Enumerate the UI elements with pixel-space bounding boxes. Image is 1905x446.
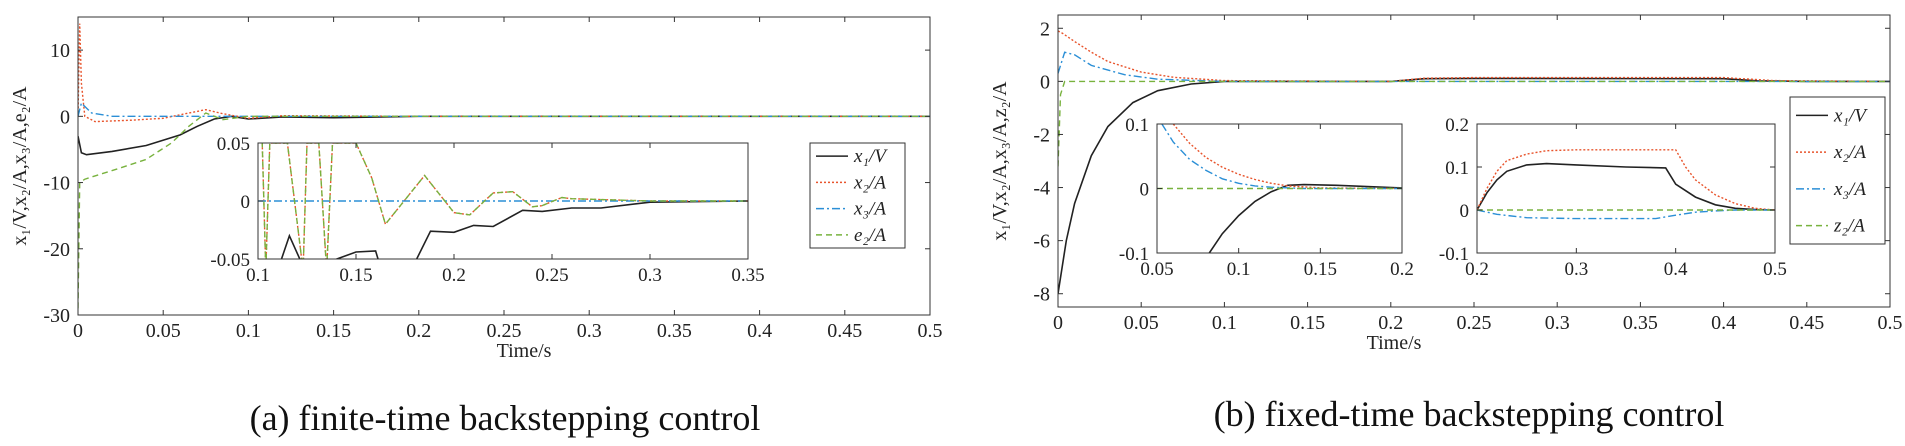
y-tick-label: 0 — [1040, 71, 1050, 93]
b-main-series-group — [1058, 30, 1890, 294]
b-inset2-plot-area — [1477, 124, 1775, 253]
x-tick-label: 0.05 — [1124, 312, 1159, 334]
a-inset-series-group — [258, 143, 748, 259]
legend-label: e₂/A — [854, 225, 886, 246]
y-tick-label: 0 — [1140, 180, 1150, 201]
series-line-x3 — [78, 101, 930, 118]
series-line-x2 — [1058, 30, 1890, 83]
b-main-legend: x₁/V x₂/A x₃/A z₂/A — [1789, 96, 1886, 245]
x-tick-label: 0.05 — [146, 320, 181, 342]
legend-label: x₂/A — [1833, 142, 1866, 163]
legend-label: x₁/V — [1833, 105, 1868, 126]
a-main-chart: 0 0.05 0.1 0.15 0.2 0.25 0.3 0.35 0.4 0.45 0.5100-… — [9, 16, 943, 362]
series-line-x1 — [280, 200, 748, 259]
x-tick-label: 0.05 — [1140, 259, 1173, 280]
series-line-e2 — [1058, 80, 1890, 167]
x-tick-label: 0.45 — [827, 320, 862, 342]
x-tick-label: 0.15 — [1304, 259, 1337, 280]
b-inset2-chart: 0.2 0.3 0.4 0.5 0.2 0.1 0 -0.1 — [1439, 115, 1787, 280]
y-axis-label: x₁/V,x₂/A,x₃/A,e₂/A — [9, 86, 31, 246]
y-tick-label: -30 — [43, 305, 70, 327]
y-tick-label: -8 — [1033, 284, 1050, 306]
x-tick-label: 0.4 — [1711, 312, 1736, 334]
legend-label: x₃/A — [853, 199, 886, 220]
x-tick-label: 0.5 — [1878, 312, 1903, 334]
a-main-legend: x₁/V x₂/A x₃/A e₂/A — [809, 142, 906, 249]
x-tick-label: 0.3 — [1545, 312, 1570, 334]
y-tick-label: -4 — [1033, 178, 1050, 200]
a-main-series-group — [78, 23, 930, 309]
caption-b: (b) fixed-time backstepping control — [1214, 394, 1725, 434]
x-tick-label: 0.15 — [316, 320, 351, 342]
legend-box — [809, 142, 906, 249]
y-tick-label: 2 — [1040, 18, 1050, 40]
y-tick-label: -2 — [1033, 124, 1050, 146]
b-inset1-series-group — [1157, 124, 1402, 253]
a-inset-chart: 0.1 0.15 0.2 0.25 0.3 0.35 0.05 0 -0.05 — [210, 134, 764, 286]
y-tick-label: -0.05 — [210, 250, 250, 271]
y-axis-label: x₁/V,x₂/A,x₃/A,z₂/A — [989, 81, 1011, 241]
y-tick-label: -6 — [1033, 231, 1050, 253]
x-tick-label: 0.5 — [918, 320, 943, 342]
series-line-x2 — [1477, 149, 1775, 211]
y-tick-label: -10 — [43, 173, 70, 195]
x-axis-label: Time/s — [497, 340, 552, 362]
x-tick-label: 0.35 — [657, 320, 692, 342]
x-tick-label: 0 — [73, 320, 83, 342]
series-line-x1 — [1477, 162, 1775, 211]
x-tick-label: 0.25 — [487, 320, 522, 342]
series-line-x3 — [1058, 51, 1890, 83]
x-tick-label: 0.25 — [535, 265, 568, 286]
x-tick-label: 0.1 — [236, 320, 261, 342]
x-tick-label: 0.3 — [1564, 259, 1588, 280]
x-tick-label: 0.1 — [1227, 259, 1251, 280]
x-tick-label: 0.35 — [731, 265, 764, 286]
x-tick-label: 0.15 — [339, 265, 372, 286]
x-tick-label: 0.1 — [1212, 312, 1237, 334]
x-tick-label: 0.45 — [1789, 312, 1824, 334]
x-tick-label: 0.4 — [1664, 259, 1688, 280]
y-tick-label: 0.2 — [1445, 115, 1469, 136]
series-line-e2 — [261, 143, 748, 259]
y-tick-label: 0.05 — [217, 134, 250, 155]
legend-label: x₂/A — [853, 172, 886, 193]
legend-box — [1789, 96, 1886, 245]
x-tick-label: 0.2 — [1390, 259, 1414, 280]
x-tick-label: 0 — [1053, 312, 1063, 334]
series-line-x2 — [1172, 124, 1402, 190]
x-tick-label: 0.2 — [406, 320, 431, 342]
series-line-e2 — [78, 112, 930, 309]
x-tick-label: 0.25 — [1457, 312, 1492, 334]
legend-label: z₂/A — [1833, 216, 1865, 237]
x-tick-label: 0.2 — [442, 265, 466, 286]
x-axis-label: Time/s — [1367, 332, 1422, 354]
x-tick-label: 0.3 — [638, 265, 662, 286]
y-tick-label: 0 — [1460, 201, 1470, 222]
x-tick-label: 0.2 — [1465, 259, 1489, 280]
x-tick-label: 0.4 — [747, 320, 772, 342]
legend-label: x₃/A — [1833, 179, 1866, 200]
y-tick-label: 0.1 — [1445, 158, 1469, 179]
y-tick-label: 10 — [50, 40, 70, 62]
y-tick-label: 0 — [60, 106, 70, 128]
x-tick-label: 0.3 — [577, 320, 602, 342]
y-tick-label: -0.1 — [1119, 244, 1149, 265]
legend-label: x₁/V — [853, 146, 888, 167]
x-tick-label: 0.15 — [1290, 312, 1325, 334]
y-tick-label: -20 — [43, 239, 70, 261]
y-tick-label: 0 — [241, 192, 251, 213]
y-tick-label: 0.1 — [1125, 115, 1149, 136]
b-inset2-series-group — [1477, 149, 1775, 220]
series-line-x1 — [1208, 183, 1402, 253]
x-tick-label: 0.35 — [1623, 312, 1658, 334]
y-tick-label: -0.1 — [1439, 244, 1469, 265]
x-tick-label: 0.5 — [1763, 259, 1787, 280]
b-inset1-chart: 0.05 0.1 0.15 0.2 0.1 0 -0.1 — [1119, 115, 1414, 280]
caption-a: (a) finite-time backstepping control — [250, 398, 761, 438]
x-tick-label: 0.1 — [246, 265, 270, 286]
x-tick-label: 0.2 — [1378, 312, 1403, 334]
b-inset2-frame — [1476, 123, 1776, 254]
